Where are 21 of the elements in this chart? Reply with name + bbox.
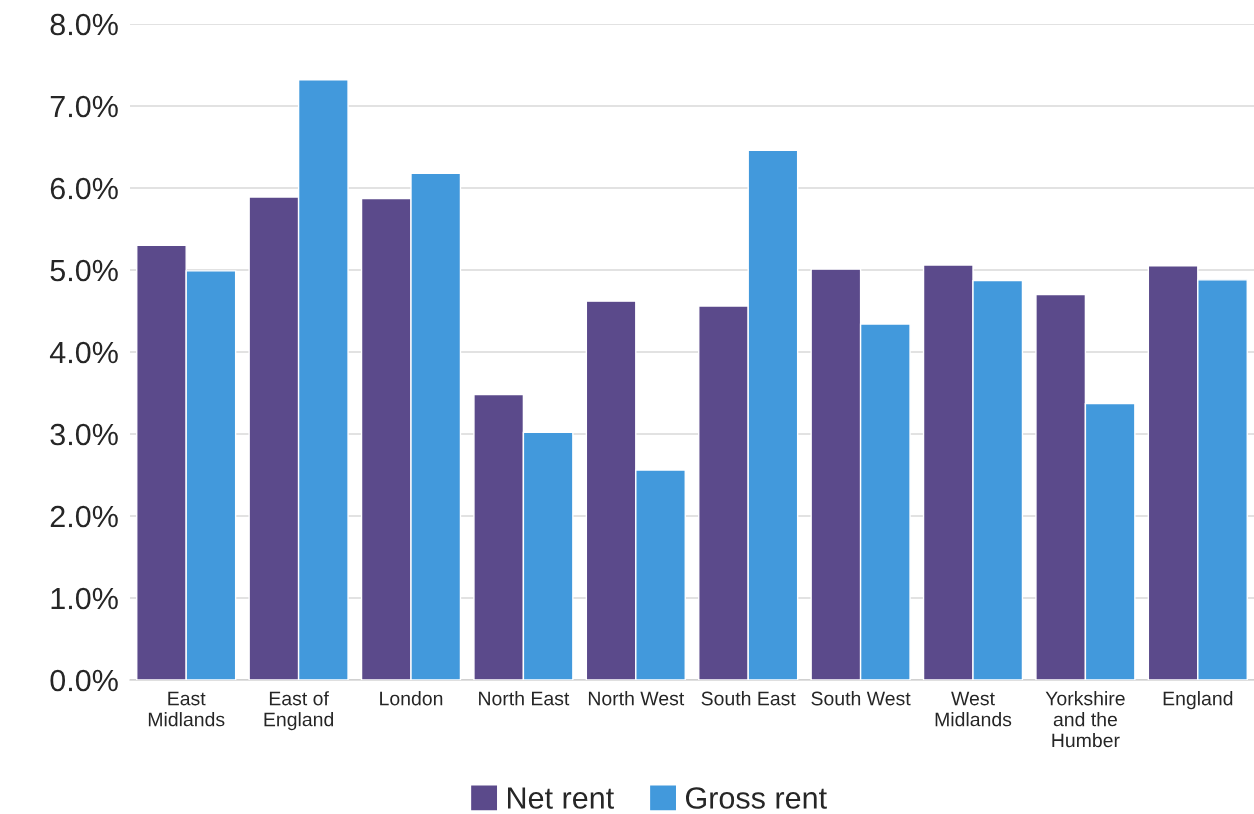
y-tick-label: 8.0% (50, 13, 118, 36)
x-tick-label: North East (479, 691, 570, 706)
y-tick-label: 0.0% (50, 669, 118, 692)
x-tick-label: East of England (264, 691, 334, 731)
legend-label: Gross rent (685, 787, 827, 809)
y-tick-label: 1.0% (51, 587, 118, 610)
x-tick-label: South East (701, 691, 796, 706)
y-tick-label: 4.0% (49, 341, 118, 364)
x-tick-label: England (1163, 691, 1233, 710)
y-tick-label: 6.0% (50, 177, 118, 200)
legend-label: Net rent (508, 787, 614, 809)
x-tick-label: West Midlands (935, 691, 1012, 727)
y-tick-label: 5.0% (50, 259, 118, 282)
x-tick-label: Yorkshire and the Humber (1045, 691, 1125, 748)
x-tick-label: London (380, 691, 443, 706)
y-tick-label: 3.0% (50, 423, 118, 446)
y-tick-label: 2.0% (50, 505, 118, 528)
x-tick-label: East Midlands (148, 691, 225, 727)
x-tick-label: North West (588, 691, 685, 706)
y-tick-label: 7.0% (50, 95, 118, 118)
x-tick-label: South West (811, 691, 911, 706)
